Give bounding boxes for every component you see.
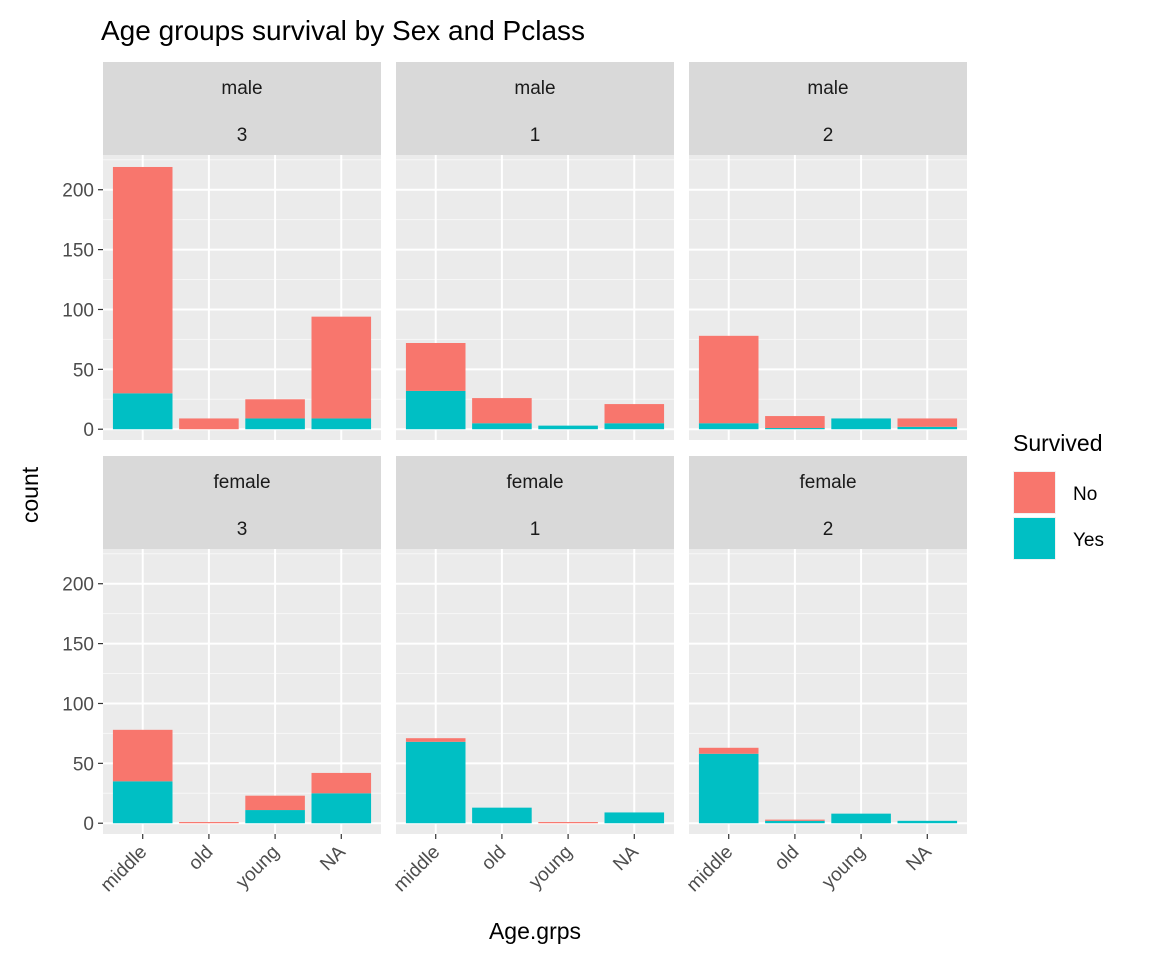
strip-label-sex: female [799, 472, 856, 493]
strip-label-sex: female [213, 472, 270, 493]
facet-strip [103, 456, 381, 549]
strip-label-pclass: 2 [823, 125, 834, 146]
bar-no-NA [897, 418, 958, 427]
strip-label-sex: male [514, 78, 555, 99]
y-tick-label: 0 [83, 814, 94, 835]
y-tick-label: 200 [62, 181, 94, 202]
y-tick-label: 50 [73, 360, 94, 381]
x-tick-label: old [185, 842, 218, 875]
bar-yes-old [765, 820, 825, 824]
bar-no-NA [311, 316, 372, 419]
bar-yes-young [245, 418, 305, 430]
facet-panel-female-2: female 2 middle old young NA [683, 456, 967, 896]
facet-strip [103, 62, 381, 155]
bar-yes-middle [405, 741, 466, 824]
legend-keys: No Yes [1013, 471, 1104, 560]
x-tick-label: NA [316, 841, 350, 875]
plot-title: Age groups survival by Sex and Pclass [101, 15, 585, 46]
bar-no-old [179, 418, 239, 430]
bar-yes-NA [604, 812, 665, 824]
legend-item-yes: Yes [1013, 517, 1104, 560]
facet-panel-male-3: male 3 0 50 100 150 200 [62, 62, 381, 441]
y-tick-label: 50 [73, 754, 94, 775]
facet-panel-female-3: female 3 0 50 100 150 200 middle old young NA [62, 456, 381, 896]
bar-no-NA [311, 772, 372, 794]
facet-strip [396, 62, 674, 155]
bar-yes-NA [311, 793, 372, 824]
x-tick-label: old [478, 842, 511, 875]
facet-panel-female-1: female 1 middle old young NA [390, 456, 674, 896]
legend-item-no: No [1013, 471, 1097, 514]
bar-no-old [472, 398, 532, 424]
bar-no-young [538, 822, 598, 824]
legend-label: No [1073, 484, 1097, 505]
y-tick-label: 200 [62, 575, 94, 596]
x-tick-label: NA [902, 841, 936, 875]
x-tick-label: middle [97, 842, 151, 896]
y-tick-label: 150 [62, 635, 94, 656]
bar-yes-middle [405, 390, 466, 430]
x-tick-label: young [232, 842, 283, 893]
x-tick-label: old [771, 842, 804, 875]
x-tick-label: young [818, 842, 869, 893]
bar-yes-old [765, 428, 825, 430]
facet-panel-male-2: male 2 [689, 62, 967, 440]
y-axis-title: count [17, 466, 43, 523]
strip-label-pclass: 2 [823, 519, 834, 540]
strip-label-sex: male [807, 78, 848, 99]
x-tick-label: young [525, 842, 576, 893]
bar-no-young [245, 399, 305, 419]
bar-yes-old [472, 807, 532, 824]
bar-no-young [245, 795, 305, 811]
facet-strip [396, 456, 674, 549]
bar-yes-old [472, 423, 532, 430]
x-tick-label: middle [683, 842, 737, 896]
legend-title: Survived [1013, 430, 1102, 456]
facet-panel-male-1: male 1 [396, 62, 674, 440]
y-tick-label: 100 [62, 694, 94, 715]
bar-yes-NA [897, 426, 958, 430]
strip-label-pclass: 1 [530, 125, 541, 146]
bar-no-old [179, 822, 239, 824]
strip-label-pclass: 1 [530, 519, 541, 540]
bar-no-middle [405, 343, 466, 391]
y-tick-label: 100 [62, 300, 94, 321]
bar-yes-young [245, 810, 305, 824]
bar-no-old [765, 819, 825, 821]
strip-label-pclass: 3 [237, 519, 248, 540]
bar-yes-young [831, 813, 891, 824]
legend-label: Yes [1073, 530, 1104, 551]
bar-no-middle [698, 747, 759, 754]
legend-key-swatch [1014, 518, 1055, 559]
y-tick-label: 0 [83, 420, 94, 441]
strip-label-sex: male [221, 78, 262, 99]
bar-yes-NA [604, 423, 665, 430]
bar-no-middle [405, 738, 466, 742]
x-axis-title: Age.grps [489, 918, 581, 944]
bar-no-old [765, 416, 825, 429]
bar-yes-NA [897, 820, 958, 824]
bar-no-NA [604, 404, 665, 424]
x-tick-label: NA [609, 841, 643, 875]
x-tick-label: middle [390, 842, 444, 896]
bar-yes-middle [112, 393, 173, 430]
strip-label-pclass: 3 [237, 125, 248, 146]
bar-yes-NA [311, 418, 372, 430]
panels-layer: male 3 0 50 100 150 200 male 1 male 2 female 3 0 50 100… [62, 62, 967, 896]
bar-no-middle [698, 335, 759, 424]
facet-strip [689, 62, 967, 155]
legend-key-swatch [1014, 472, 1055, 513]
y-tick-label: 150 [62, 241, 94, 262]
bar-yes-young [538, 425, 598, 430]
bar-no-middle [112, 166, 173, 394]
strip-label-sex: female [506, 472, 563, 493]
bar-yes-middle [112, 781, 173, 824]
bar-yes-middle [698, 753, 759, 824]
bar-yes-middle [698, 423, 759, 430]
bar-no-middle [112, 729, 173, 782]
facet-strip [689, 456, 967, 549]
bar-yes-young [831, 418, 891, 430]
